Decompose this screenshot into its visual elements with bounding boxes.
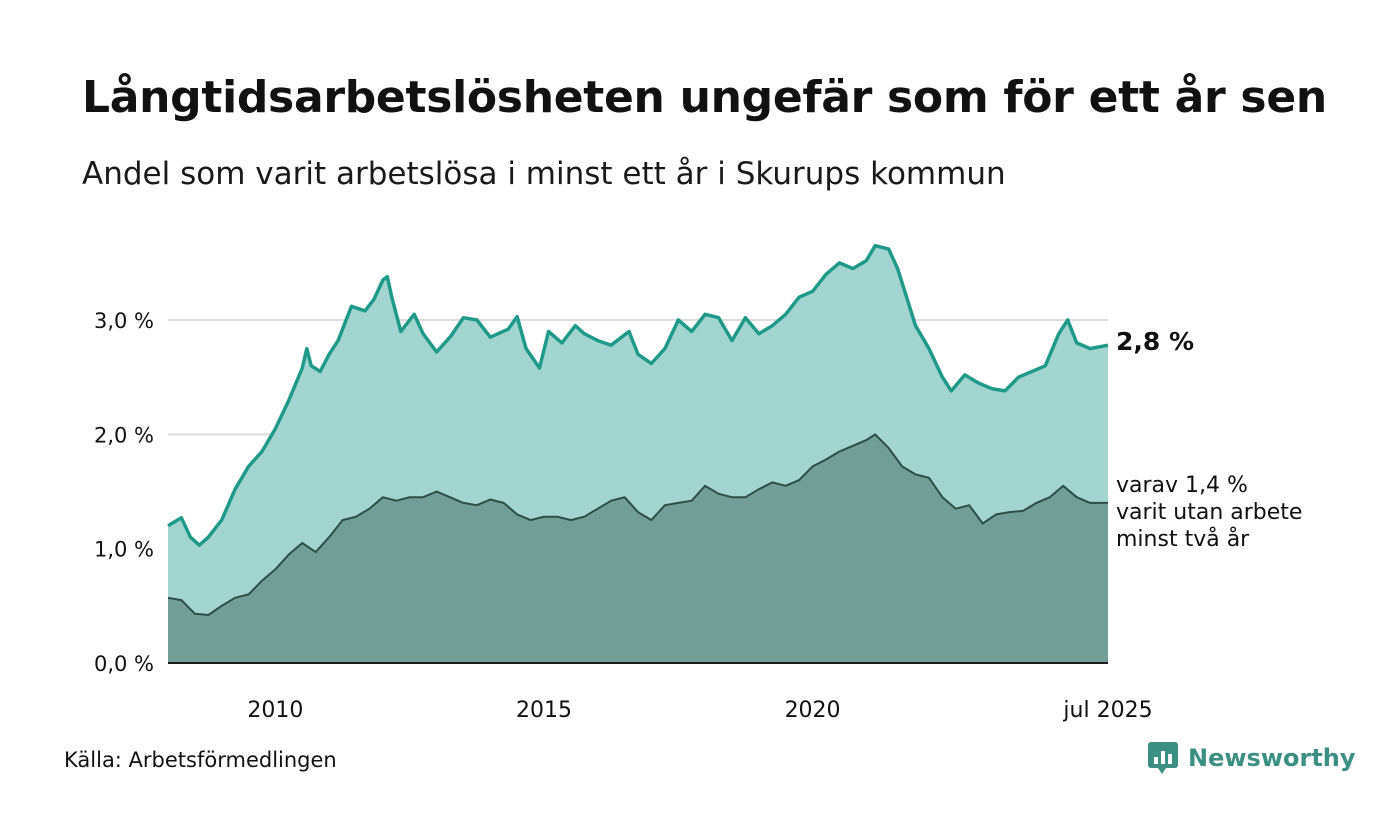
newsworthy-logo-icon xyxy=(1148,742,1178,774)
sub-series-area xyxy=(168,434,1108,663)
x-tick-label: jul 2025 xyxy=(1062,698,1152,723)
x-tick-label: 2015 xyxy=(516,698,572,723)
brand-name: Newsworthy xyxy=(1188,744,1356,772)
y-tick-label: 2,0 % xyxy=(94,423,154,447)
source-note: Källa: Arbetsförmedlingen xyxy=(64,748,337,772)
x-tick-label: 2020 xyxy=(785,698,841,723)
sub-series-label-line: minst två år xyxy=(1116,526,1250,552)
sub-series-line xyxy=(167,433,1108,616)
x-axis: 2010 2015 2020 jul 2025 xyxy=(247,698,1152,723)
chart-subtitle: Andel som varit arbetslösa i minst ett å… xyxy=(82,156,1006,192)
sub-series-label-line: varit utan arbete xyxy=(1116,500,1302,525)
brand-logo: Newsworthy xyxy=(1148,742,1356,774)
sub-series-label-line: varav 1,4 % xyxy=(1116,473,1248,498)
y-tick-label: 0,0 % xyxy=(94,652,154,676)
x-tick-label: 2010 xyxy=(247,698,303,723)
y-tick-label: 3,0 % xyxy=(94,309,154,333)
series-areas xyxy=(167,243,1109,664)
latest-value-label: 2,8 % xyxy=(1116,327,1194,356)
chart-title: Långtidsarbetslösheten ungefär som för e… xyxy=(82,72,1327,123)
main-series-line xyxy=(167,243,1109,547)
y-tick-label: 1,0 % xyxy=(94,538,154,562)
y-axis: 0,0 % 1,0 % 2,0 % 3,0 % xyxy=(94,309,154,676)
